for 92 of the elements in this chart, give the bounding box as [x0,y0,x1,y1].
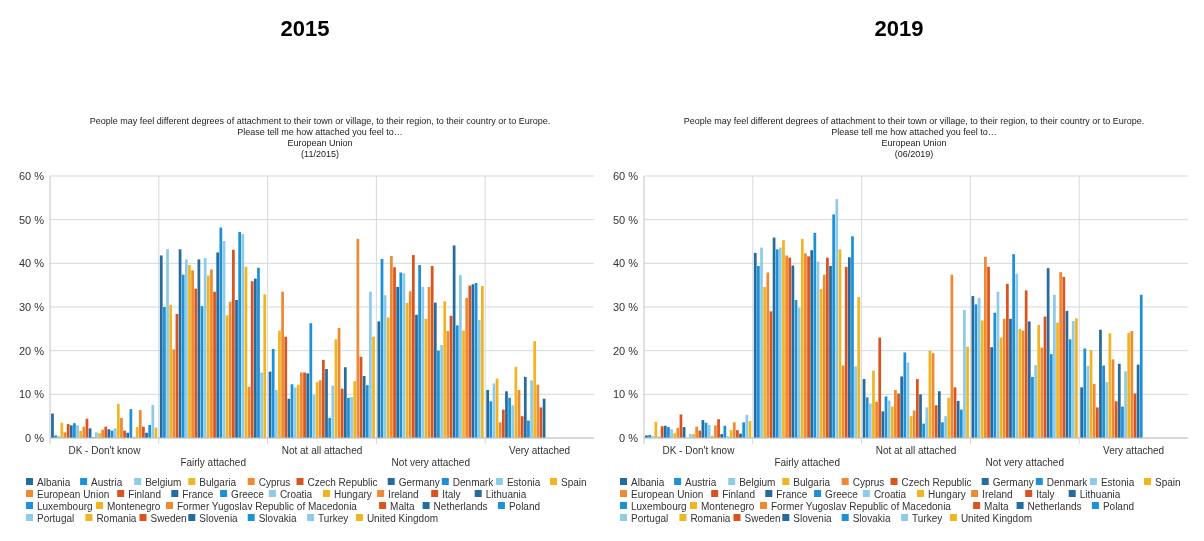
y-tick-label: 30 % [612,301,639,313]
legend-label: Luxembourg [37,501,93,512]
legend-label: Poland [508,501,541,512]
legend-label: Turkey [912,513,943,524]
x-tick-label: DK - Don't know [68,445,142,456]
legend-label: Finland [722,489,756,500]
legend-label: United Kingdom [960,513,1033,524]
legend-label: Italy [1036,489,1055,500]
y-tick-label: 20 % [612,344,639,357]
legend-label: Czech Republic [307,477,378,488]
legend-label: Ireland [982,489,1013,500]
legend-label: Netherlands [433,501,488,512]
legend-label: Albania [631,477,665,488]
legend-label: Hungary [334,489,372,500]
y-tick-label: 30 % [18,301,45,313]
legend-label: Former Yugoslav Republic of Macedonia [177,501,358,512]
legend-label: European Union [631,489,704,500]
x-tick-label: Fairly attached [180,457,246,468]
legend-label: Lithuania [485,489,527,500]
legend-label: Belgium [145,477,182,488]
legend-label: United Kingdom [366,513,439,524]
x-tick-label: Not at all attached [281,445,363,456]
legend-label: Spain [561,477,587,488]
legend-label: Albania [37,477,71,488]
legend-label: Slovenia [793,513,833,524]
legend-label: Former Yugoslav Republic of Macedonia [771,501,952,512]
legend-label: Croatia [873,489,907,500]
legend-label: France [776,489,808,500]
legend-label: Estonia [506,477,541,488]
y-tick-label: 10 % [18,388,45,401]
x-tick-label: DK - Don't know [662,445,736,456]
legend-label: Czech Republic [901,477,972,488]
legend-label: Cyprus [258,477,291,488]
legend-label: Austria [91,477,123,488]
y-tick-label: 40 % [612,257,639,270]
legend-label: Austria [685,477,717,488]
legend-label: Turkey [318,513,349,524]
legend-label: Spain [1155,477,1181,488]
legend-label: Denmark [1046,477,1089,488]
legend-label: Hungary [928,489,966,500]
legend-label: Germany [398,477,440,488]
legend-label: Slovakia [258,513,297,524]
legend-label: Slovakia [852,513,891,524]
x-tick-label: Fairly attached [774,457,840,468]
y-tick-label: 20 % [18,344,45,357]
chart-subtitle: People may feel different degrees of attachment to their town or village, to their region, to their country or to Europe. Please tell me how attached you feel to… European Union (11/2015) [89,116,551,159]
legend-label: Malta [984,501,1009,512]
legend-label: Luxembourg [631,501,687,512]
legend-label: Denmark [452,477,495,488]
legend-label: Portugal [37,513,75,524]
legend-label: Ireland [388,489,419,500]
x-tick-label: Not very attached [985,457,1064,468]
y-tick-label: 40 % [18,257,45,270]
y-tick-label: 50 % [18,213,45,226]
legend-label: Poland [1102,501,1135,512]
x-tick-label: Very attached [1103,445,1165,456]
y-tick-label: 0 % [25,432,45,444]
legend-label: Bulgaria [793,477,831,488]
chart-title: 2015 [280,16,330,41]
y-tick-label: 0 % [619,432,639,444]
legend-label: Romania [96,513,137,524]
legend-label: Netherlands [1027,501,1082,512]
legend-label: European Union [37,489,110,500]
chart-title: 2019 [874,16,924,41]
legend-label: Greece [825,489,859,500]
legend-label: France [182,489,214,500]
legend-label: Bulgaria [199,477,237,488]
chart-subtitle: People may feel different degrees of attachment to their town or village, to their region, to their country or to Europe. Please tell me how attached you feel to… European Union (06/2019) [683,116,1145,159]
y-tick-label: 50 % [612,213,639,226]
x-tick-label: Very attached [509,445,571,456]
legend-label: Lithuania [1079,489,1121,500]
y-tick-label: 10 % [612,388,639,401]
legend-label: Germany [992,477,1034,488]
legend-label: Greece [231,489,265,500]
legend-label: Sweden [744,513,781,524]
y-tick-label: 60 % [612,170,639,182]
legend-label: Montenegro [701,501,755,512]
legend-label: Portugal [631,513,669,524]
x-tick-label: Not very attached [391,457,470,468]
legend-label: Malta [390,501,415,512]
legend-label: Italy [442,489,461,500]
legend-label: Estonia [1100,477,1135,488]
y-tick-label: 60 % [18,170,45,182]
x-tick-label: Not at all attached [875,445,957,456]
legend-label: Belgium [739,477,776,488]
legend-label: Romania [690,513,731,524]
legend-label: Montenegro [107,501,161,512]
legend-label: Cyprus [852,477,885,488]
legend-label: Croatia [279,489,313,500]
legend-label: Sweden [150,513,187,524]
legend-label: Finland [128,489,162,500]
legend-label: Slovenia [199,513,239,524]
